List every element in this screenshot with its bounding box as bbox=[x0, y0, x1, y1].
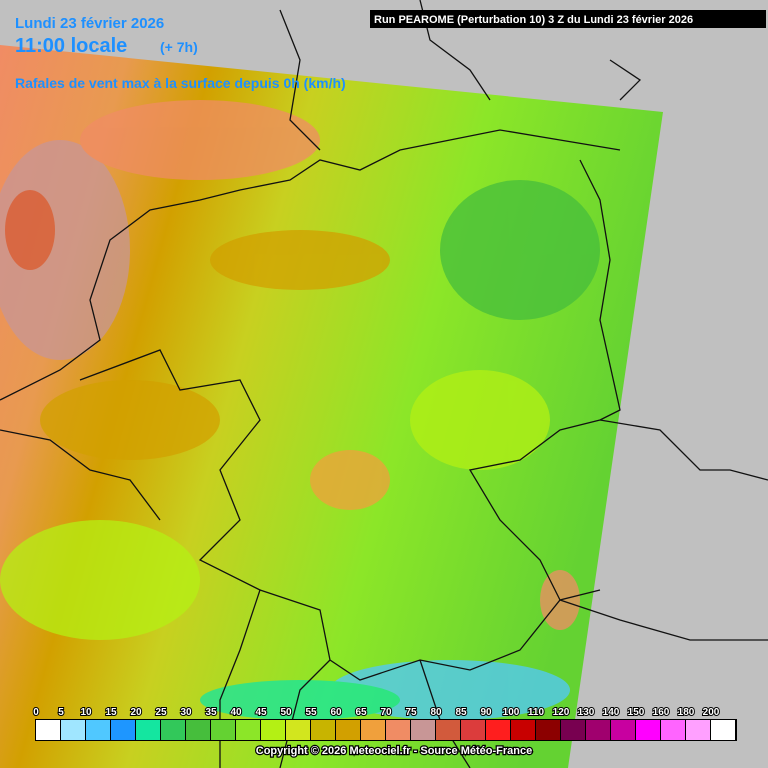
legend-swatch bbox=[561, 720, 585, 740]
legend-swatch bbox=[236, 720, 260, 740]
legend-label: 180 bbox=[678, 707, 695, 718]
legend-swatch bbox=[161, 720, 185, 740]
run-info: Run PEAROME (Perturbation 10) 3 Z du Lun… bbox=[374, 14, 693, 26]
legend-swatch bbox=[461, 720, 485, 740]
run-banner bbox=[370, 10, 766, 28]
local-time: 11:00 locale bbox=[15, 35, 127, 57]
legend-label: 35 bbox=[205, 707, 217, 718]
legend-label: 200 bbox=[703, 707, 720, 718]
legend-swatch bbox=[86, 720, 110, 740]
legend-swatch bbox=[511, 720, 535, 740]
legend-label: 60 bbox=[330, 707, 342, 718]
legend-label: 20 bbox=[130, 707, 142, 718]
legend-swatch bbox=[311, 720, 335, 740]
legend-swatch bbox=[536, 720, 560, 740]
copyright: Copyright © 2026 Meteociel.fr - Source M… bbox=[256, 745, 532, 757]
legend-swatch bbox=[661, 720, 685, 740]
legend-label: 0 bbox=[33, 707, 39, 718]
legend-label: 5 bbox=[58, 707, 64, 718]
date: Lundi 23 février 2026 bbox=[15, 15, 164, 32]
legend-label: 140 bbox=[603, 707, 620, 718]
legend-label: 30 bbox=[180, 707, 192, 718]
legend-label: 100 bbox=[503, 707, 520, 718]
legend-swatch bbox=[411, 720, 435, 740]
legend-swatch bbox=[36, 720, 60, 740]
legend-label: 55 bbox=[305, 707, 317, 718]
legend-label: 25 bbox=[155, 707, 167, 718]
legend-swatch bbox=[611, 720, 635, 740]
legend-label: 10 bbox=[80, 707, 92, 718]
legend-label: 70 bbox=[380, 707, 392, 718]
legend-label: 110 bbox=[528, 707, 545, 718]
legend-swatch bbox=[111, 720, 135, 740]
legend-swatch bbox=[586, 720, 610, 740]
legend-label: 90 bbox=[480, 707, 492, 718]
legend-label: 15 bbox=[105, 707, 117, 718]
legend-label: 65 bbox=[355, 707, 367, 718]
legend-swatch bbox=[436, 720, 460, 740]
legend-label: 85 bbox=[455, 707, 467, 718]
legend-label: 150 bbox=[628, 707, 645, 718]
legend-swatch bbox=[486, 720, 510, 740]
legend-swatch bbox=[711, 720, 735, 740]
legend-swatch bbox=[686, 720, 710, 740]
legend: 0 5 10 15 20 25 30 35 40 45 50 55 60 65 70 75 80 85 90 100 1… bbox=[32, 706, 737, 741]
legend-swatch bbox=[136, 720, 160, 740]
legend-swatch bbox=[336, 720, 360, 740]
field-patches bbox=[0, 100, 600, 720]
legend-label: 160 bbox=[653, 707, 670, 718]
legend-label: 120 bbox=[553, 707, 570, 718]
time-offset: (+ 7h) bbox=[160, 39, 198, 55]
legend-label: 130 bbox=[578, 707, 595, 718]
legend-swatch bbox=[261, 720, 285, 740]
legend-swatch bbox=[211, 720, 235, 740]
legend-label: 50 bbox=[280, 707, 292, 718]
legend-label: 45 bbox=[255, 707, 267, 718]
legend-swatch bbox=[186, 720, 210, 740]
legend-swatch bbox=[386, 720, 410, 740]
legend-label: 75 bbox=[405, 707, 417, 718]
legend-swatch bbox=[636, 720, 660, 740]
parameter: Rafales de vent max à la surface depuis … bbox=[15, 75, 346, 91]
legend-label: 80 bbox=[430, 707, 442, 718]
legend-swatch bbox=[361, 720, 385, 740]
legend-swatch bbox=[286, 720, 310, 740]
legend-label: 40 bbox=[230, 707, 242, 718]
legend-swatch bbox=[61, 720, 85, 740]
